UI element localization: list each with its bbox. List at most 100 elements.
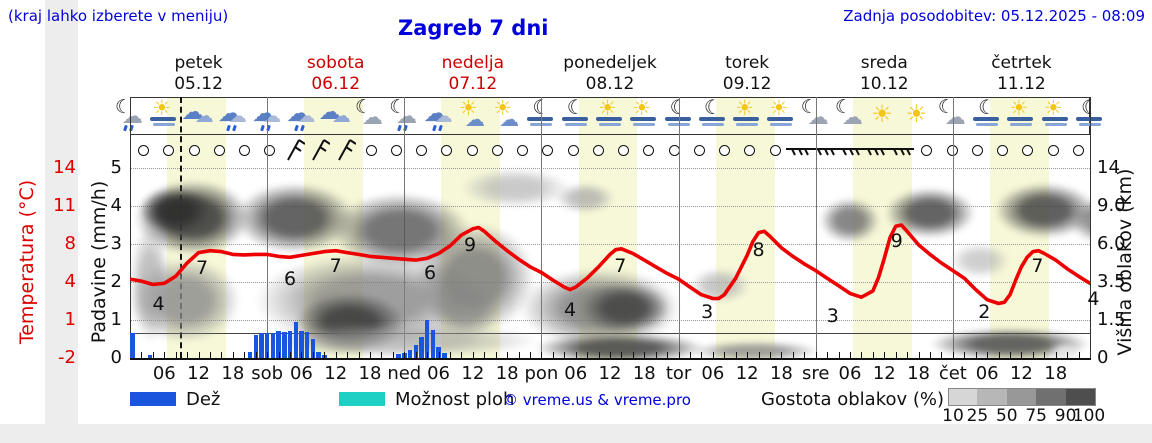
temperature-curve <box>130 223 1090 306</box>
rain-mark <box>123 124 128 132</box>
fog-bar <box>733 117 760 121</box>
left-margin-strip <box>45 0 78 443</box>
x-tick <box>610 352 611 358</box>
wind-barb-icon <box>337 139 356 161</box>
x-tick <box>427 352 429 358</box>
wind-calm-icon <box>744 145 756 156</box>
moon-icon: ☾ <box>800 96 818 118</box>
x-tick <box>472 352 474 358</box>
x-tick <box>918 352 920 358</box>
x-tick <box>941 352 943 358</box>
x-hour-label: 18 <box>358 363 382 384</box>
x-tick <box>758 352 760 358</box>
moon-icon: ☾ <box>937 96 955 118</box>
rain-bar <box>130 333 135 358</box>
rain-bar <box>396 354 401 358</box>
moon-icon: ☾ <box>115 96 133 118</box>
moon-icon: ☾ <box>1081 95 1099 119</box>
moon-icon: ☾ <box>669 95 688 119</box>
rain-bar <box>270 333 276 358</box>
temp-tick-label: 1 <box>64 309 76 330</box>
rain-bar <box>299 331 304 358</box>
fog-bar <box>701 122 724 126</box>
precip-tick-label: 4 <box>110 195 122 216</box>
weather-icon-sun-cloud: ☀ ☁ <box>455 98 491 136</box>
cloud-icon: ☁ <box>181 100 204 125</box>
x-tick <box>1067 352 1069 358</box>
x-hour-label: 12 <box>598 363 622 384</box>
temp-value-label: 9 <box>463 234 477 257</box>
x-tick <box>347 352 349 358</box>
wind-calm-icon <box>264 145 276 156</box>
wind-calm-icon <box>592 145 604 156</box>
wind-calm-icon <box>1072 145 1084 156</box>
rain-legend-swatch <box>130 392 176 406</box>
cloud-icon: ☁ <box>194 105 214 127</box>
sun-icon: ☀ <box>632 96 652 120</box>
x-tick <box>838 352 840 358</box>
x-tick <box>324 352 326 358</box>
wind-calm-icon <box>921 145 933 156</box>
page-title: Zagreb 7 dni <box>398 16 549 40</box>
sun-icon: ☀ <box>152 96 172 120</box>
colorbar-border-right <box>1095 388 1096 406</box>
x-tick <box>632 352 634 358</box>
temp-value-label: 8 <box>752 238 765 261</box>
day-header-date: 09.12 <box>722 74 772 94</box>
x-tick <box>312 352 314 358</box>
fog-bar <box>767 117 794 121</box>
h-gridline <box>130 168 1090 169</box>
cloud-tick-label: 9.0 <box>1097 195 1126 216</box>
fog-bar <box>770 122 793 126</box>
x-hour-label: 18 <box>907 363 931 384</box>
rain-bar <box>413 344 418 358</box>
cloud-icon: ☁ <box>807 105 829 129</box>
x-tick <box>952 352 954 358</box>
temp-axis-title: Temperatura (°C) <box>16 179 38 345</box>
cloud-icon: ☁ <box>122 104 143 128</box>
x-tick <box>301 352 303 358</box>
x-tick <box>164 352 166 358</box>
temp-value-label: 2 <box>978 301 991 324</box>
bottom-margin-strip <box>0 424 1152 443</box>
weather-icon-sun-fog: ☀ <box>1003 98 1039 136</box>
h-gridline <box>130 206 1090 207</box>
credit-link[interactable]: © vreme.us & vreme.pro <box>503 391 691 409</box>
fog-bar <box>153 122 176 126</box>
rain-bar <box>259 333 264 358</box>
temp-tick-label: 11 <box>53 195 76 216</box>
x-hour-label: 12 <box>735 363 759 384</box>
fog-bar <box>564 122 587 126</box>
fog-bar <box>1007 117 1034 121</box>
rain-bar <box>147 355 153 358</box>
rain-mark <box>397 124 402 132</box>
wind-calm-icon <box>466 145 478 156</box>
x-tick <box>358 352 360 358</box>
weather-icon-cloudy: ☁ ☁ <box>318 98 354 136</box>
colorbar-segment <box>977 388 1007 406</box>
x-hour-label: 18 <box>495 363 519 384</box>
day-separator-line <box>815 97 817 358</box>
colorbar-scale-label: 90 <box>1054 406 1077 426</box>
weather-icon-moon-cloud: ☾ ☁ <box>935 98 971 136</box>
precip-tick-label: 2 <box>110 271 122 292</box>
cloud-density-blob <box>1070 198 1090 243</box>
moon-icon: ☾ <box>703 95 722 119</box>
rain-bar <box>430 329 436 358</box>
day-header-name: četrtek <box>991 53 1052 73</box>
x-dayname-label: ned <box>387 363 422 384</box>
x-tick <box>907 352 909 358</box>
cloud-tick-label: 1.5 <box>1097 309 1126 330</box>
temp-value-label: 7 <box>195 256 209 279</box>
wind-calm-icon <box>416 145 428 156</box>
day-header-date: 07.12 <box>448 74 498 94</box>
weather-icon-moon-fog: ☾ <box>695 95 731 136</box>
wind-calm-icon <box>239 145 251 156</box>
wind-barb-icon <box>837 148 863 156</box>
x-tick <box>792 352 794 358</box>
x-tick <box>621 352 623 358</box>
sun-icon: ☀ <box>769 96 789 120</box>
fog-bar <box>599 122 621 126</box>
fog-bar <box>1076 117 1102 121</box>
wind-calm-icon <box>567 145 579 156</box>
